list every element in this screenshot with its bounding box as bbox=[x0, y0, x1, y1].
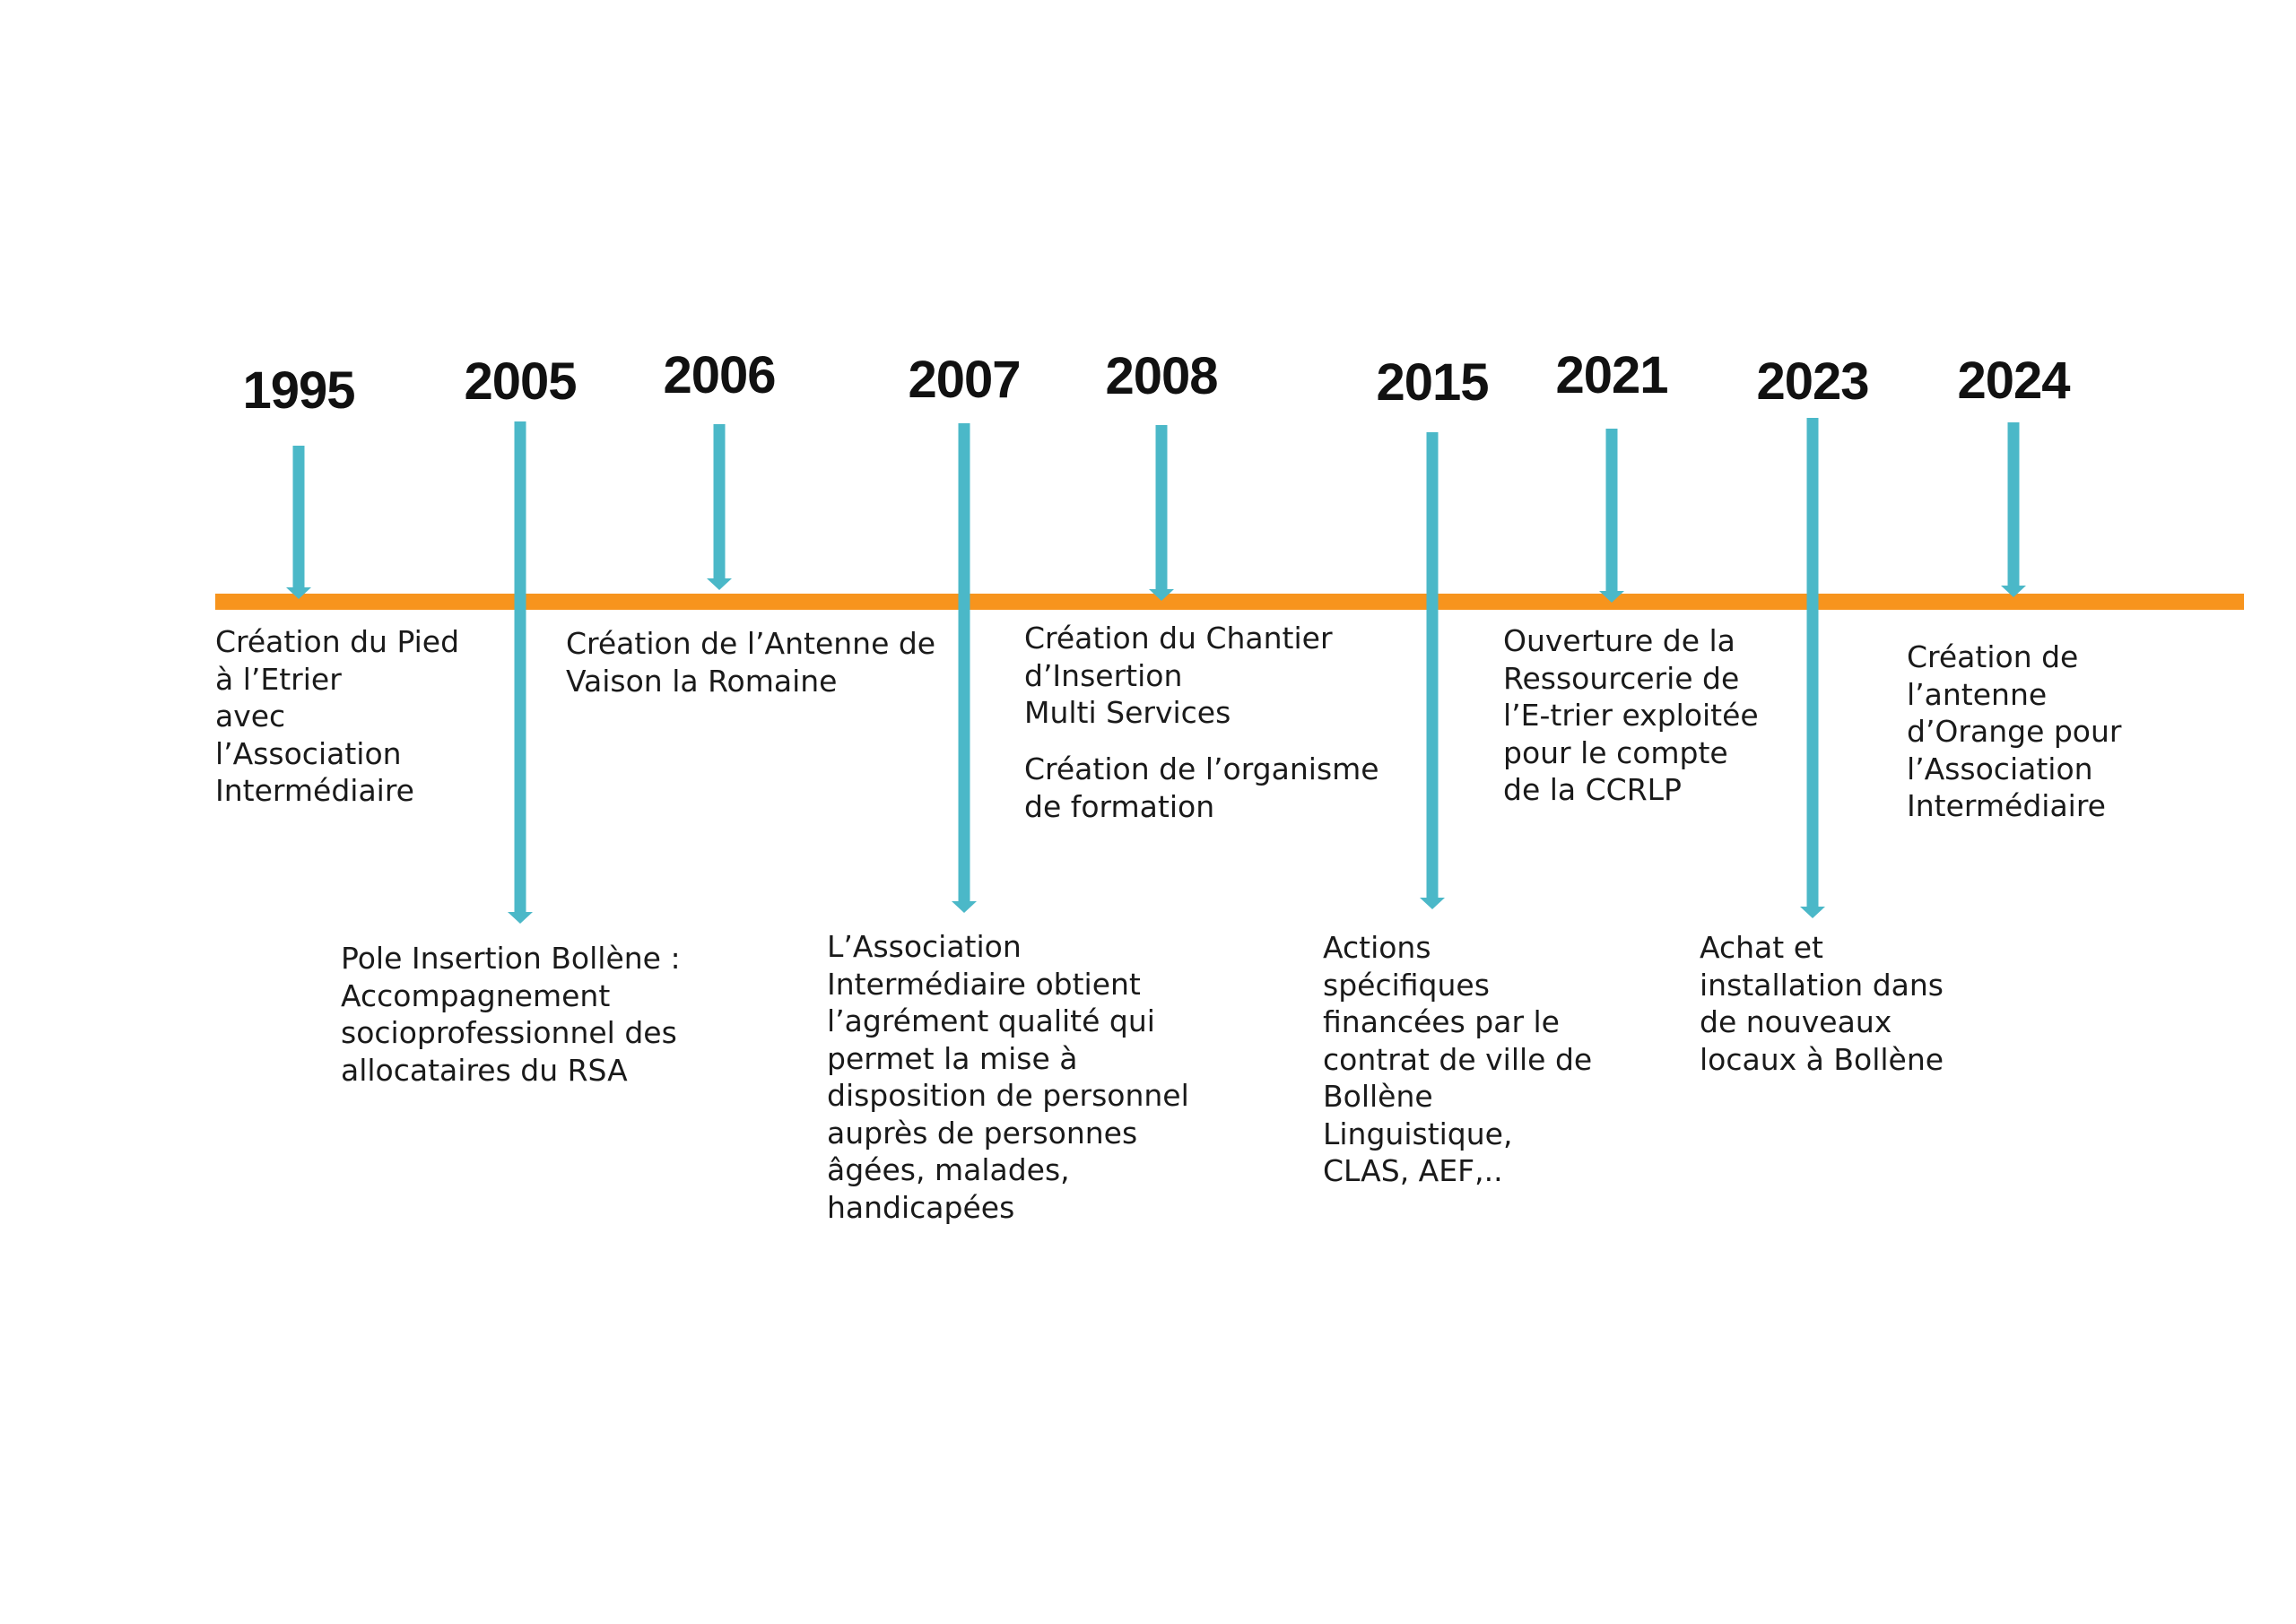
arrow-shaft-2008 bbox=[1155, 425, 1168, 592]
event-text-2024: Création de l’antenne d’Orange pour l’As… bbox=[1907, 639, 2122, 823]
arrow-shaft-2015 bbox=[1426, 432, 1439, 900]
year-label-1995: 1995 bbox=[242, 361, 355, 420]
arrow-head-2021 bbox=[1599, 591, 1624, 603]
event-text-2015: Actions spécifiques financées par le con… bbox=[1323, 930, 1593, 1188]
arrow-head-2005 bbox=[508, 912, 533, 924]
arrow-shaft-1995 bbox=[292, 446, 305, 590]
timeline-axis bbox=[215, 594, 2244, 610]
arrow-shaft-2023 bbox=[1806, 418, 1819, 909]
event-text-2021: Ouverture de la Ressourcerie de l’E-trie… bbox=[1503, 623, 1759, 807]
event-text-2008-1: Création du Chantier d’Insertion Multi S… bbox=[1024, 621, 1333, 730]
arrow-shaft-2024 bbox=[2007, 422, 2020, 588]
event-text-2023: Achat et installation dans de nouveaux l… bbox=[1700, 930, 1944, 1077]
event-text-2008-2: Création de l’organisme de formation bbox=[1024, 751, 1379, 824]
year-label-2023: 2023 bbox=[1756, 352, 1869, 411]
arrow-head-2015 bbox=[1420, 898, 1445, 909]
arrow-shaft-2007 bbox=[958, 423, 970, 904]
year-label-2015: 2015 bbox=[1376, 353, 1489, 412]
year-label-2024: 2024 bbox=[1957, 352, 2070, 410]
year-label-2006: 2006 bbox=[663, 346, 776, 404]
event-text-2007: L’Association Intermédiaire obtient l’ag… bbox=[827, 929, 1189, 1225]
event-text-2006: Création de l’Antenne de Vaison la Romai… bbox=[566, 626, 936, 699]
event-text-2005: Pole Insertion Bollène : Accompagnement … bbox=[341, 941, 681, 1088]
year-label-2007: 2007 bbox=[908, 351, 1021, 409]
arrow-shaft-2005 bbox=[514, 421, 526, 915]
year-label-2008: 2008 bbox=[1105, 347, 1218, 405]
arrow-head-2008 bbox=[1149, 589, 1174, 601]
arrow-head-2024 bbox=[2001, 586, 2026, 597]
arrow-head-2023 bbox=[1800, 907, 1825, 918]
arrow-shaft-2006 bbox=[713, 424, 726, 581]
arrow-shaft-2021 bbox=[1605, 429, 1618, 594]
arrow-head-1995 bbox=[286, 587, 311, 599]
arrow-head-2007 bbox=[952, 901, 977, 913]
year-label-2005: 2005 bbox=[464, 352, 577, 411]
year-label-2021: 2021 bbox=[1555, 346, 1668, 404]
arrow-head-2006 bbox=[707, 578, 732, 590]
event-text-1995: Création du Pied à l’Etrier avec l’Assoc… bbox=[215, 624, 460, 808]
